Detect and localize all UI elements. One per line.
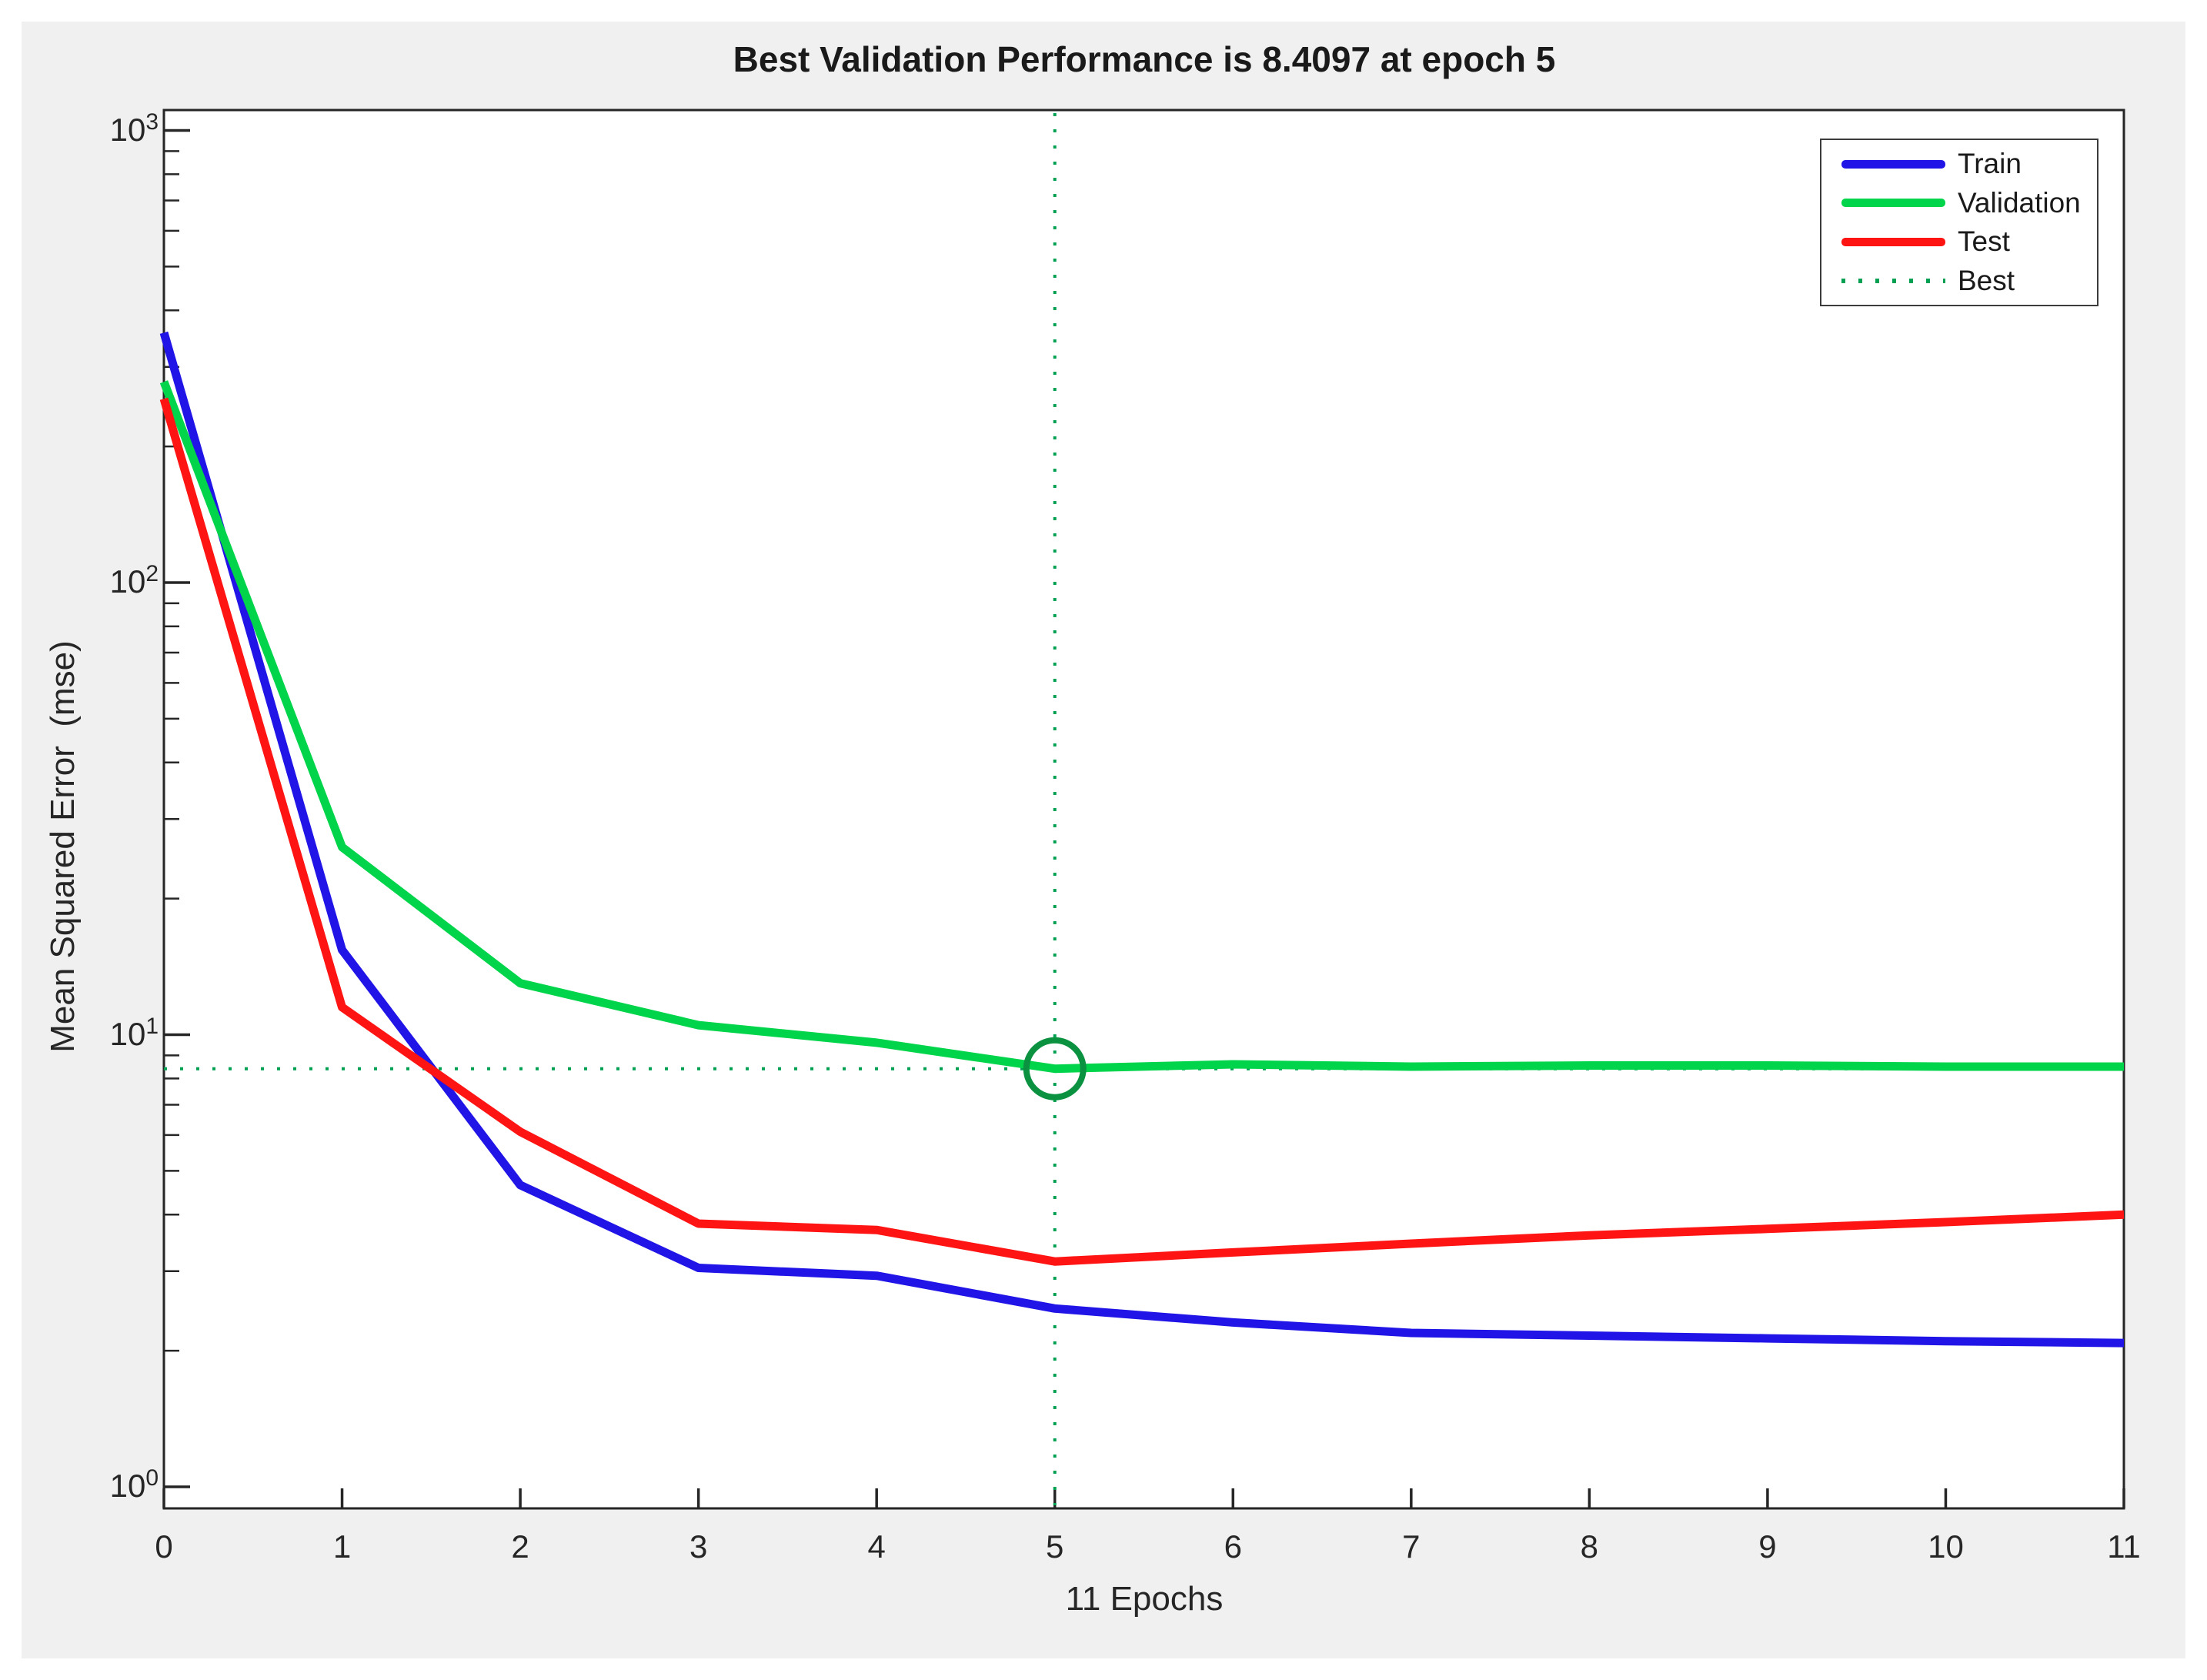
x-axis-tick-label: 11 (2107, 1528, 2141, 1565)
test-line (159, 397, 2125, 1266)
x-axis-tick-label: 3 (689, 1528, 708, 1565)
legend-item-train: Train (1821, 148, 2097, 180)
validation-line-swatch (1841, 199, 1945, 208)
legend-label-test: Test (1958, 225, 2010, 258)
x-axis-tick-label: 1 (332, 1528, 352, 1565)
legend-label-best: Best (1958, 264, 2015, 296)
best-line-swatch (1841, 278, 1945, 283)
validation-line (159, 380, 2124, 1074)
x-axis-tick-label: 2 (511, 1528, 529, 1565)
chart-title: Best Validation Performance is 8.4097 at… (733, 39, 1556, 79)
y-axis-label: Mean Squared Error (mse) (44, 640, 82, 1053)
x-axis-tick-label: 9 (1758, 1528, 1777, 1565)
y-axis-tick-label: 100 (109, 1465, 159, 1504)
best-point-marker (1023, 1037, 1087, 1101)
plot-area (162, 109, 2125, 1510)
x-axis-label: 11 Epochs (1065, 1580, 1224, 1618)
legend-label-train: Train (1958, 148, 2022, 180)
x-axis-tick-label: 0 (155, 1528, 173, 1565)
x-axis-tick-label: 10 (1928, 1528, 1964, 1565)
train-line (159, 331, 2125, 1348)
train-line-swatch (1841, 159, 1945, 169)
x-axis-tick-label: 6 (1224, 1528, 1242, 1565)
legend-label-validation: Validation (1958, 186, 2081, 219)
y-axis-tick-label: 103 (109, 109, 159, 148)
legend-item-test: Test (1821, 225, 2097, 258)
x-axis-tick-label: 5 (1046, 1528, 1064, 1565)
test-line-swatch (1841, 237, 1945, 246)
legend-item-validation: Validation (1821, 187, 2097, 219)
legend-box: Train Validation Test Best (1820, 139, 2098, 306)
x-axis-tick-label: 8 (1580, 1528, 1599, 1565)
legend-item-best: Best (1821, 265, 2097, 297)
y-axis-tick-label: 102 (109, 560, 159, 600)
y-axis-tick-label: 101 (109, 1013, 159, 1052)
x-axis-tick-label: 7 (1402, 1528, 1421, 1565)
x-axis-tick-label: 4 (867, 1528, 886, 1565)
